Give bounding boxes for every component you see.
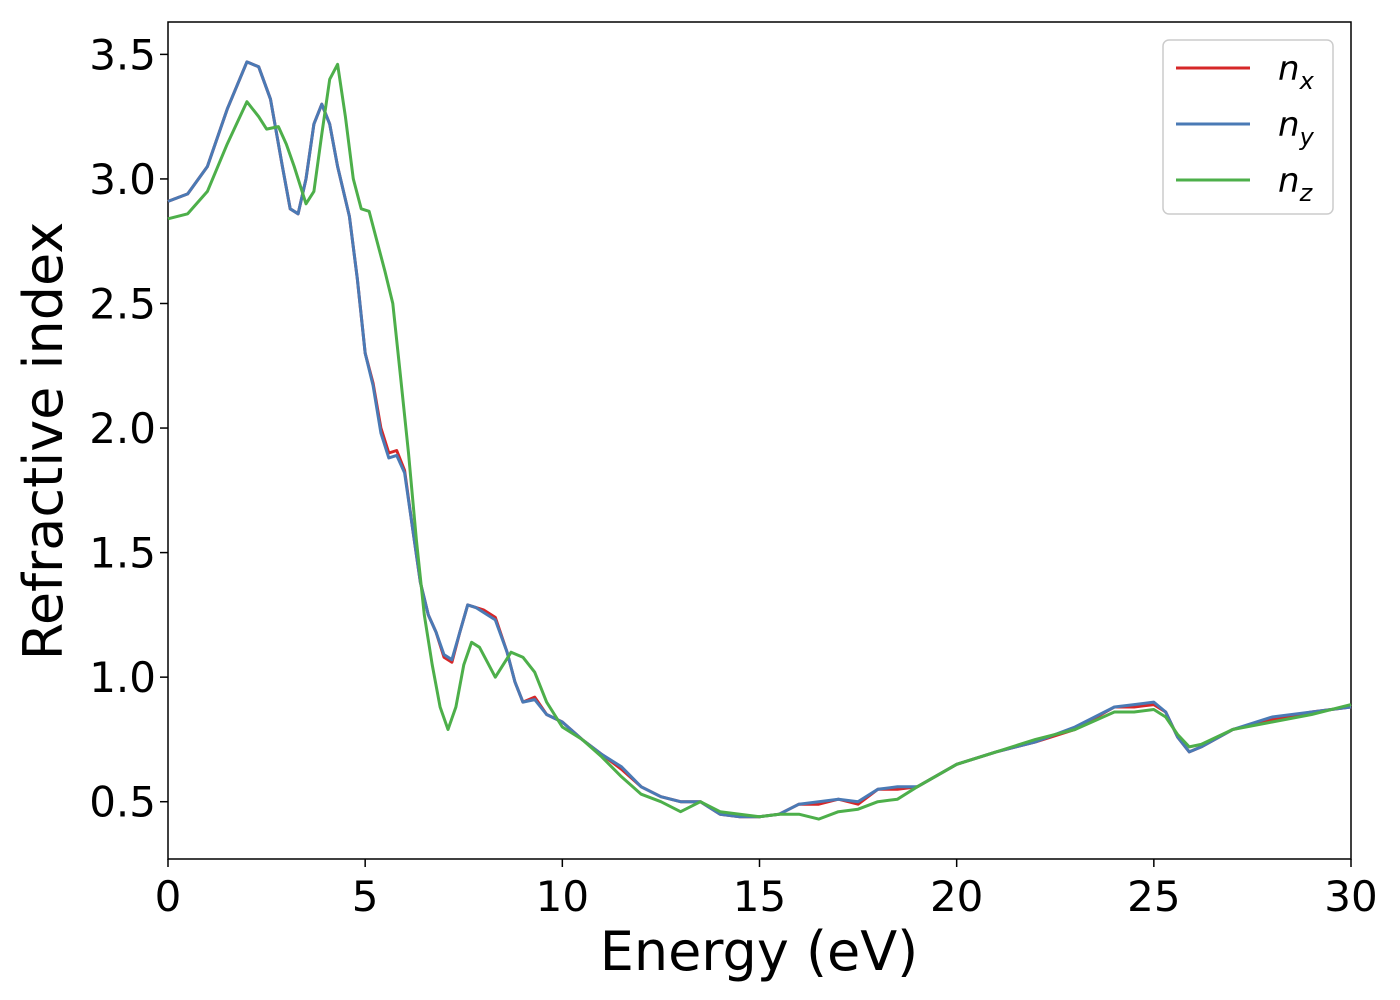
x-tick-label: 0	[155, 872, 182, 921]
series-lines	[167, 60, 1352, 821]
legend-label-base: n	[1278, 161, 1300, 201]
legend-label-base: n	[1278, 105, 1300, 145]
y-tick-label: 1.0	[89, 653, 156, 702]
y-tick-label: 1.5	[89, 529, 156, 578]
y-tick-label: 3.5	[89, 30, 156, 79]
plot-area-frame	[167, 21, 1352, 860]
series-line-nz	[167, 62, 1352, 821]
series-line-ny	[167, 60, 1352, 819]
legend-label-base: n	[1278, 49, 1300, 89]
legend-label-nx: nx	[1278, 49, 1315, 95]
legend-label-nz: nz	[1278, 161, 1314, 207]
y-tick-label: 0.5	[89, 778, 156, 827]
legend-label-subscript: z	[1299, 179, 1314, 207]
x-axis-ticks: 0 5 10 15 20 25 30	[155, 859, 1378, 921]
x-tick-label: 5	[352, 872, 379, 921]
y-tick-label: 2.0	[89, 404, 156, 453]
legend-box	[1162, 39, 1334, 215]
y-axis-label: Refractive index	[12, 222, 75, 661]
x-tick-label: 15	[733, 872, 786, 921]
y-axis-ticks: 0.5 1.0 1.5 2.0 2.5 3.0 3.5	[89, 30, 168, 827]
x-tick-label: 10	[536, 872, 589, 921]
x-tick-label: 25	[1127, 872, 1180, 921]
x-tick-label: 20	[930, 872, 983, 921]
legend-label-subscript: x	[1299, 67, 1315, 95]
y-tick-label: 3.0	[89, 155, 156, 204]
legend-label-subscript: y	[1299, 123, 1315, 151]
legend-label-ny: ny	[1278, 105, 1315, 151]
x-axis-label: Energy (eV)	[600, 920, 919, 983]
y-tick-label: 2.5	[89, 279, 156, 328]
x-tick-label: 30	[1324, 872, 1377, 921]
